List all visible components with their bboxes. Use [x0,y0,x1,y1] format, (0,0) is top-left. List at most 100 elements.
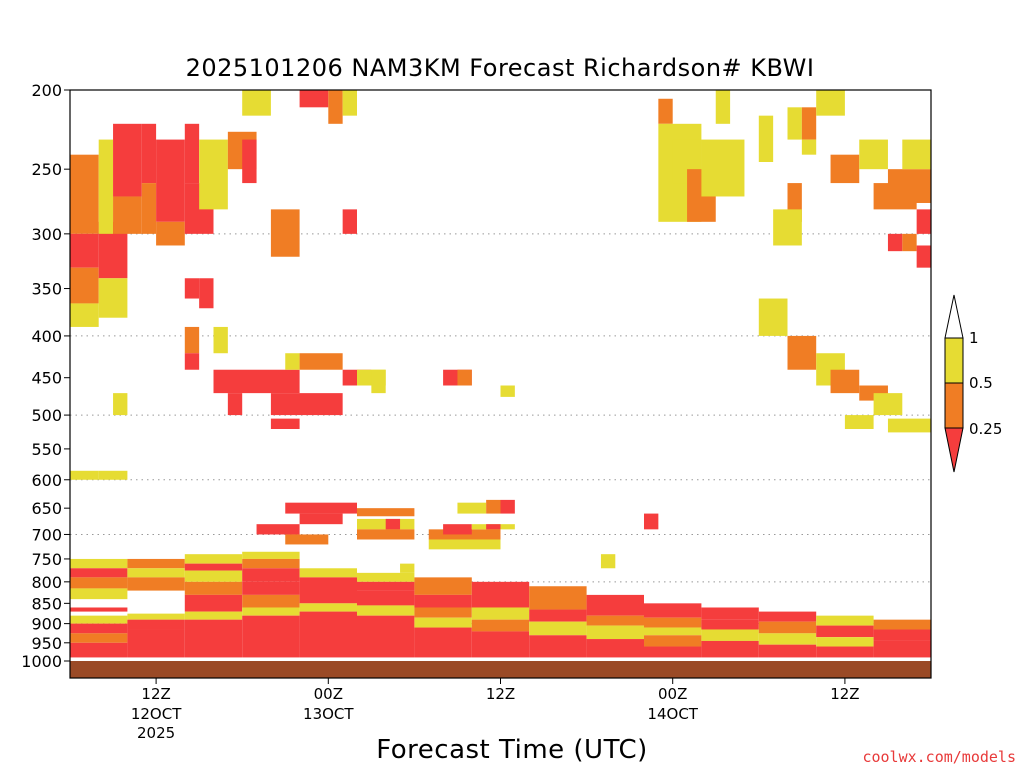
heatmap-cell [357,615,415,658]
heatmap-cell [357,572,415,582]
colorbar: 1 0.5 0.25 [944,294,1002,473]
heatmap-cell [830,154,860,184]
heatmap-cell [127,558,185,569]
heatmap-cell [443,524,472,535]
heatmap-cell [70,577,128,589]
heatmap-cell [357,605,415,616]
heatmap-cell [471,607,530,620]
y-tick-label: 550 [31,440,62,459]
heatmap-cell [70,623,128,634]
y-tick-label: 500 [31,406,62,425]
heatmap-cell [184,570,243,582]
heatmap-cell [471,619,530,632]
heatmap-cell [357,581,415,591]
heatmap-cell [242,594,300,608]
heatmap-cell [127,619,185,630]
heatmap-cell [529,586,587,610]
heatmap-cell [787,335,817,370]
heatmap-cell [70,303,99,327]
heatmap-cell [98,278,128,318]
heatmap-cell [242,90,271,116]
heatmap-cell [816,637,874,647]
heatmap-cell [529,621,587,636]
heatmap-cell [500,499,515,514]
heatmap-cell [299,577,357,604]
heatmap-cell [70,633,128,643]
colorbar-under-arrow [944,427,964,473]
heatmap-cell [127,577,185,591]
colorbar-bin-high [944,337,964,384]
y-tick-label: 400 [31,327,62,346]
heatmap-cell [816,615,874,626]
heatmap-cell [328,90,343,124]
colorbar-tick-label: 0.25 [969,420,1002,438]
heatmap-cell [242,607,300,616]
heatmap-cell [844,415,874,429]
heatmap-cell [887,418,931,433]
heatmap-cell [371,369,386,394]
heatmap-cell [816,625,874,638]
heatmap-cell [644,627,702,636]
heatmap-cell [830,369,860,394]
heatmap-cell [270,209,300,257]
y-tick-label: 850 [31,594,62,613]
y-tick-label: 350 [31,280,62,299]
y-tick-label: 200 [31,81,62,100]
chart-title: 2025101206 NAM3KM Forecast Richardson# K… [186,54,815,82]
heatmap-cell [299,603,357,612]
x-tick-label: 13OCT [303,705,354,723]
heatmap-cell [213,326,228,354]
heatmap-cell [70,588,128,600]
heatmap-cell [873,640,931,658]
heatmap-cell [644,646,702,658]
heatmap-cell [758,115,774,162]
heatmap-cell [156,221,185,246]
heatmap-cell [242,615,300,658]
y-tick-label: 1000 [21,652,62,671]
heatmap-cell [586,639,644,658]
heatmap-cell [414,594,472,608]
heatmap-cell [242,558,300,569]
heatmap-cell [457,369,472,386]
heatmap-cell [859,139,888,170]
heatmap-cell [644,603,702,618]
heatmap-cell [486,524,501,530]
credit-text: coolwx.com/models [862,748,1016,766]
heatmap-cell [299,353,343,370]
x-tick-label: 12Z [141,685,170,703]
heatmap-cell [184,278,200,299]
heatmap-cell [701,629,759,641]
y-tick-label: 450 [31,369,62,388]
heatmap-cell [70,154,99,234]
heatmap-cell [902,233,917,252]
heatmap-cell [873,619,931,630]
heatmap-cell [299,568,357,578]
heatmap-cells [70,90,931,658]
heatmap-cell [199,139,228,210]
x-tick-label: 14OCT [647,705,698,723]
heatmap-cell [887,233,903,252]
y-tick-label: 650 [31,499,62,518]
heatmap-cell [758,644,817,658]
heatmap-cell [227,393,243,416]
x-tick-label: 12Z [486,685,515,703]
y-tick-label: 950 [31,634,62,653]
heatmap-cell [127,613,185,620]
heatmap-cell [184,353,200,370]
heatmap-cell [529,609,587,622]
heatmap-cell [701,640,759,658]
heatmap-cell [113,123,142,197]
y-tick-label: 700 [31,525,62,544]
heatmap-cell [773,209,802,246]
heatmap-cell [787,107,802,140]
heatmap-cell [644,617,702,628]
heatmap-cell [70,607,128,612]
heatmap-cell [242,551,300,559]
heatmap-cell [213,369,300,394]
y-tick-label: 250 [31,160,62,179]
colorbar-bin-mid [944,382,964,429]
heatmap-cell [529,635,587,658]
surface-band [70,661,931,678]
heatmap-cell [586,594,644,616]
heatmap-cell [400,563,415,573]
